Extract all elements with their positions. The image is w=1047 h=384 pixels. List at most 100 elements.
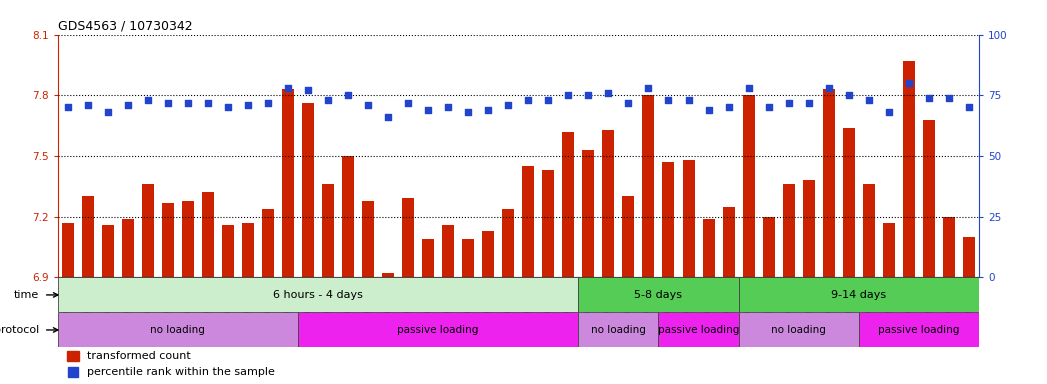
Bar: [738, 277, 979, 313]
Point: [881, 109, 897, 115]
Text: 5-8 days: 5-8 days: [634, 290, 683, 300]
Bar: [58, 277, 578, 313]
Point: [841, 92, 857, 98]
Bar: [121, 219, 134, 277]
Bar: [262, 209, 274, 277]
Bar: [67, 351, 79, 361]
Bar: [659, 313, 738, 348]
Bar: [102, 225, 114, 277]
Bar: [222, 225, 233, 277]
Text: percentile rank within the sample: percentile rank within the sample: [87, 367, 275, 377]
Bar: [622, 197, 634, 277]
Bar: [202, 192, 214, 277]
Point: [499, 102, 516, 108]
Bar: [643, 95, 654, 277]
Point: [780, 99, 797, 106]
Text: 6 hours - 4 days: 6 hours - 4 days: [273, 290, 363, 300]
Bar: [922, 119, 935, 277]
Point: [440, 104, 456, 111]
Bar: [542, 170, 554, 277]
Point: [720, 104, 737, 111]
Bar: [943, 217, 955, 277]
Point: [299, 87, 316, 93]
Point: [560, 92, 577, 98]
Point: [960, 104, 977, 111]
Point: [660, 97, 676, 103]
Bar: [522, 166, 534, 277]
Point: [600, 90, 617, 96]
Bar: [483, 231, 494, 277]
Point: [179, 99, 196, 106]
Point: [400, 99, 417, 106]
Bar: [903, 61, 915, 277]
Text: no loading: no loading: [151, 325, 205, 335]
Bar: [823, 89, 834, 277]
Point: [159, 99, 176, 106]
Point: [119, 102, 136, 108]
Bar: [863, 184, 875, 277]
Point: [319, 97, 336, 103]
Text: no loading: no loading: [591, 325, 646, 335]
Point: [199, 99, 216, 106]
Point: [920, 94, 937, 101]
Point: [360, 102, 377, 108]
Bar: [783, 184, 795, 277]
Bar: [58, 313, 298, 348]
Point: [99, 109, 116, 115]
Bar: [803, 180, 815, 277]
Text: passive loading: passive loading: [658, 325, 739, 335]
Text: time: time: [14, 290, 39, 300]
Bar: [562, 132, 575, 277]
Bar: [859, 313, 979, 348]
Point: [480, 107, 496, 113]
Point: [861, 97, 877, 103]
Text: 9-14 days: 9-14 days: [831, 290, 887, 300]
Point: [821, 85, 838, 91]
Point: [420, 107, 437, 113]
Point: [681, 97, 697, 103]
Bar: [883, 223, 895, 277]
Text: no loading: no loading: [772, 325, 826, 335]
Bar: [663, 162, 674, 277]
Point: [940, 94, 957, 101]
Point: [339, 92, 356, 98]
Bar: [282, 89, 294, 277]
Text: protocol: protocol: [0, 325, 39, 335]
Bar: [738, 313, 859, 348]
Point: [380, 114, 397, 120]
Bar: [362, 200, 374, 277]
Bar: [242, 223, 253, 277]
Bar: [402, 199, 415, 277]
Point: [760, 104, 777, 111]
Bar: [462, 239, 474, 277]
Point: [280, 85, 296, 91]
Bar: [722, 207, 735, 277]
Bar: [298, 313, 578, 348]
Point: [460, 109, 476, 115]
Bar: [683, 160, 694, 277]
Point: [540, 97, 557, 103]
Text: GDS4563 / 10730342: GDS4563 / 10730342: [58, 19, 193, 32]
Point: [520, 97, 537, 103]
Bar: [963, 237, 975, 277]
Bar: [382, 273, 394, 277]
Bar: [62, 223, 73, 277]
Point: [800, 99, 817, 106]
Text: passive loading: passive loading: [878, 325, 959, 335]
Point: [60, 104, 76, 111]
Bar: [762, 217, 775, 277]
Bar: [602, 130, 615, 277]
Bar: [422, 239, 435, 277]
Point: [900, 80, 917, 86]
Bar: [82, 197, 93, 277]
Bar: [141, 184, 154, 277]
Bar: [578, 313, 659, 348]
Bar: [68, 367, 77, 377]
Bar: [322, 184, 334, 277]
Bar: [161, 202, 174, 277]
Bar: [742, 95, 755, 277]
Point: [640, 85, 656, 91]
Bar: [302, 103, 314, 277]
Bar: [843, 127, 854, 277]
Point: [700, 107, 717, 113]
